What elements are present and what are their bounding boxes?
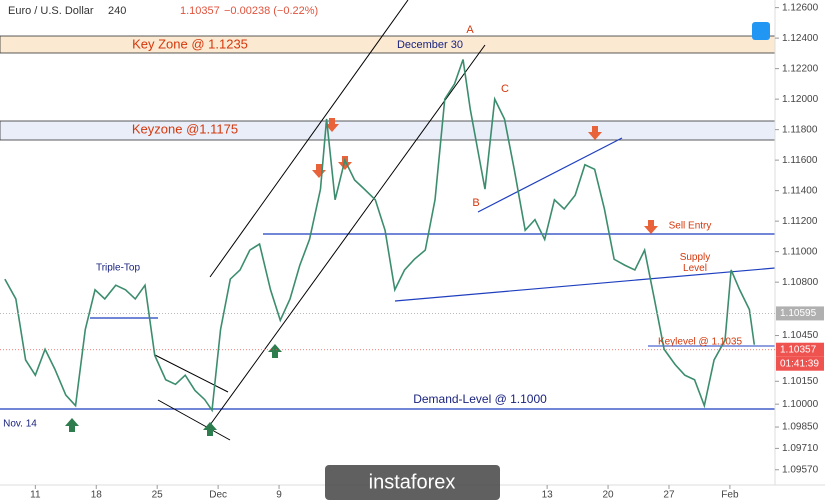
down-arrow <box>338 156 352 170</box>
y-tick-label: 1.12600 <box>782 2 819 13</box>
annotation-line: Supply <box>680 252 711 263</box>
sell-arrows <box>312 118 658 234</box>
annotation: Demand-Level @ 1.1000 <box>413 392 547 406</box>
annotation: A <box>466 24 474 36</box>
up-arrow <box>268 344 282 358</box>
wedge-line <box>154 354 229 393</box>
wedge-line <box>157 399 231 441</box>
x-tick-label: 11 <box>30 490 41 500</box>
price-label: 1.10595 <box>780 308 817 319</box>
annotation: Nov. 14 <box>3 419 37 430</box>
y-tick-label: 1.10450 <box>782 330 819 341</box>
y-tick-label: 1.09570 <box>782 464 819 475</box>
channel-line <box>209 44 486 426</box>
y-tick-label: 1.12400 <box>782 33 819 44</box>
chart-title: Euro / U.S. Dollar <box>8 5 94 17</box>
key-zone <box>0 35 776 54</box>
annotation: B <box>472 197 479 209</box>
y-tick-label: 1.12000 <box>782 94 819 105</box>
y-tick-label: 1.09710 <box>782 443 819 454</box>
x-tick-label: 25 <box>152 490 164 500</box>
price-label-box <box>776 342 824 357</box>
y-tick-label: 1.09850 <box>782 422 819 433</box>
down-arrow <box>312 164 326 178</box>
trend-line <box>394 267 776 302</box>
trend-line <box>477 137 623 213</box>
price-line <box>4 59 756 413</box>
y-tick-label: 1.11200 <box>782 216 818 227</box>
watermark: instaforex <box>369 471 456 493</box>
x-tick-label: Feb <box>721 490 739 500</box>
x-tick-label: 13 <box>542 490 554 500</box>
watermark-box <box>325 465 500 500</box>
annotation: Triple-Top <box>96 263 141 274</box>
x-tick-label: 9 <box>276 490 282 500</box>
interval: 240 <box>108 5 126 17</box>
annotation-line: Level <box>683 263 707 274</box>
annotation: Sell Entry <box>669 221 712 232</box>
y-tick-label: 1.11600 <box>782 155 818 166</box>
y-tick-label: 1.11800 <box>782 124 818 135</box>
annotation: Key Zone @ 1.1235 <box>132 36 248 51</box>
key-zone <box>0 120 776 141</box>
annotation: December 30 <box>397 39 463 51</box>
down-arrow <box>588 126 602 140</box>
up-arrow <box>203 422 217 436</box>
x-tick-label: 20 <box>602 490 614 500</box>
change: −0.00238 (−0.22%) <box>224 5 318 17</box>
price-label-box <box>776 306 824 321</box>
price-label: 1.10357 <box>780 344 817 355</box>
fullscreen-button[interactable] <box>752 22 770 40</box>
x-tick-label: Dec <box>209 490 227 500</box>
down-arrow <box>644 220 658 234</box>
annotation: Supply Level <box>680 252 711 274</box>
countdown-box <box>776 356 824 371</box>
quote: 1.10357 <box>180 5 220 17</box>
x-tick-label: 18 <box>91 490 103 500</box>
y-tick-label: 1.10150 <box>782 376 819 387</box>
down-arrow <box>325 118 339 132</box>
up-arrow <box>65 418 79 432</box>
y-tick-label: 1.10000 <box>782 399 819 410</box>
y-tick-label: 1.10800 <box>782 277 819 288</box>
countdown: 01:41:39 <box>780 358 819 369</box>
y-tick-label: 1.11000 <box>782 246 818 257</box>
annotation: C <box>501 83 509 95</box>
y-tick-label: 1.12200 <box>782 63 819 74</box>
buy-arrows <box>65 344 282 436</box>
y-tick-label: 1.11400 <box>782 185 818 196</box>
x-tick-label: 27 <box>663 490 675 500</box>
annotation: Keyzone @1.1175 <box>132 121 238 136</box>
channel-line <box>209 0 409 278</box>
annotation: Keylevel @ 1.1035 <box>658 337 743 348</box>
